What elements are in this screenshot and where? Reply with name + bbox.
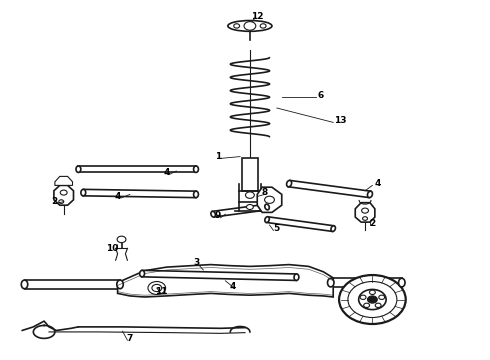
Text: 2: 2 (369, 219, 375, 228)
Ellipse shape (398, 278, 405, 287)
Text: 5: 5 (274, 224, 280, 233)
Polygon shape (118, 265, 333, 297)
Circle shape (234, 24, 240, 28)
Polygon shape (142, 270, 296, 280)
Circle shape (348, 282, 397, 318)
Text: 4: 4 (114, 192, 121, 201)
Ellipse shape (81, 189, 86, 196)
Ellipse shape (265, 204, 270, 210)
Text: 13: 13 (334, 116, 347, 125)
Ellipse shape (294, 274, 299, 280)
Circle shape (245, 192, 254, 198)
Polygon shape (54, 185, 74, 205)
Text: 12: 12 (251, 12, 264, 21)
Circle shape (375, 303, 381, 307)
Text: 2: 2 (51, 197, 57, 206)
Text: 3: 3 (193, 258, 199, 267)
Circle shape (363, 217, 368, 220)
Polygon shape (355, 203, 375, 222)
Ellipse shape (265, 217, 270, 222)
Circle shape (117, 236, 126, 243)
Circle shape (152, 284, 162, 292)
Text: 4: 4 (163, 168, 170, 177)
Text: 7: 7 (126, 334, 133, 343)
Circle shape (379, 295, 385, 300)
Circle shape (246, 204, 253, 210)
Ellipse shape (76, 166, 81, 172)
Polygon shape (78, 166, 196, 172)
Text: 9: 9 (215, 211, 221, 220)
Circle shape (359, 289, 386, 310)
Polygon shape (257, 187, 282, 212)
Text: 10: 10 (106, 244, 119, 253)
Polygon shape (55, 176, 73, 185)
Text: 11: 11 (155, 287, 168, 296)
Text: 1: 1 (215, 152, 221, 161)
Ellipse shape (194, 191, 198, 198)
Circle shape (59, 200, 64, 203)
Ellipse shape (368, 191, 372, 198)
Circle shape (148, 282, 166, 294)
Ellipse shape (211, 211, 216, 217)
Polygon shape (213, 204, 268, 217)
Circle shape (247, 24, 253, 28)
Ellipse shape (194, 166, 198, 172)
Text: 6: 6 (318, 91, 324, 100)
Polygon shape (24, 280, 120, 289)
Circle shape (362, 208, 368, 213)
Circle shape (368, 296, 377, 303)
Polygon shape (83, 189, 196, 198)
Bar (242, 158, 258, 191)
Ellipse shape (331, 226, 336, 231)
Ellipse shape (21, 280, 28, 289)
Circle shape (369, 290, 375, 294)
Ellipse shape (140, 270, 145, 277)
Circle shape (244, 22, 256, 30)
Ellipse shape (287, 180, 292, 187)
Circle shape (265, 196, 274, 203)
Ellipse shape (117, 280, 123, 289)
Circle shape (360, 295, 366, 300)
Text: 4: 4 (374, 179, 381, 188)
Polygon shape (288, 180, 371, 198)
Circle shape (364, 303, 369, 307)
Circle shape (339, 275, 406, 324)
Text: 8: 8 (262, 188, 268, 197)
Text: 4: 4 (229, 282, 236, 291)
Circle shape (60, 190, 67, 195)
Ellipse shape (327, 278, 334, 287)
Circle shape (260, 24, 266, 28)
Polygon shape (267, 217, 334, 231)
Polygon shape (331, 278, 402, 287)
Ellipse shape (228, 21, 272, 31)
